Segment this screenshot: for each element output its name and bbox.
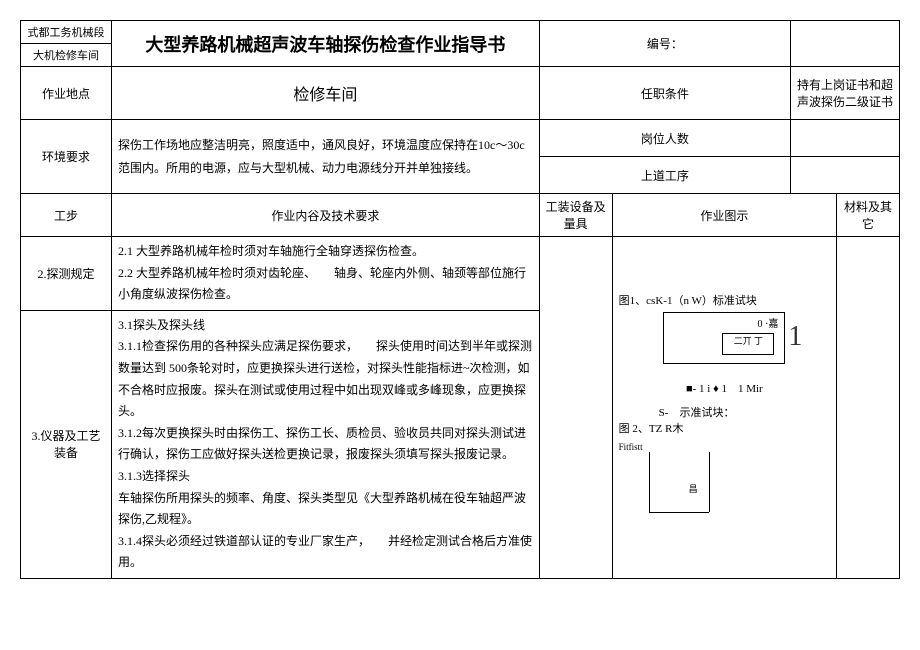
number-value xyxy=(791,21,900,67)
col-diagram: 作业图示 xyxy=(612,194,836,237)
material-cell xyxy=(837,237,900,579)
col-material: 材料及其它 xyxy=(837,194,900,237)
step-2-label: 2.探测规定 xyxy=(21,237,112,311)
header-row: 式都工务机械段 大机检修车间 大型养路机械超声波车轴探伤检查作业指导书 编号： xyxy=(21,21,900,67)
org-top: 式都工务机械段 xyxy=(21,21,111,44)
prev-value xyxy=(791,157,900,194)
doc-title: 大型养路机械超声波车轴探伤检查作业指导书 xyxy=(112,21,540,67)
fig1-box: 0 ·嘉 二丌 丁 1 xyxy=(663,312,785,364)
org-bottom: 大机检修车间 xyxy=(21,44,111,66)
step-3-label: 3.仪器及工艺装备 xyxy=(21,310,112,578)
staff-label: 岗位人数 xyxy=(539,120,790,157)
col-step: 工步 xyxy=(21,194,112,237)
fig2-small: Fitfistt xyxy=(619,442,643,452)
work-instruction-table: 式都工务机械段 大机检修车间 大型养路机械超声波车轴探伤检查作业指导书 编号： … xyxy=(20,20,900,579)
env-label: 环境要求 xyxy=(21,120,112,194)
diagram-cell: 图1、csK-1（n W）标准试块 0 ·嘉 二丌 丁 1 ■- 1 i ♦ 1… xyxy=(612,237,836,579)
fig2-label: 图 2、TZ R木 xyxy=(619,420,830,436)
org-cell: 式都工务机械段 大机检修车间 xyxy=(21,21,112,67)
env-text: 探伤工作场地应整洁明亮，照度适中，通风良好，环境温度应保持在10c～30c范围内… xyxy=(112,120,540,194)
step-2-text: 2.1 大型养路机械年检时须对车轴施行全轴穿透探伤检查。 2.2 大型养路机械年… xyxy=(112,237,540,311)
col-content: 作业内谷及技术要求 xyxy=(112,194,540,237)
fig1-top-text: 0 ·嘉 xyxy=(757,315,778,330)
step-3-text: 3.1探头及探头线 3.1.1检查探伤用的各种探头应满足探伤要求， 探头使用时间… xyxy=(112,310,540,578)
prev-label: 上道工序 xyxy=(539,157,790,194)
fig1-bottom: ■- 1 i ♦ 1 1 Mir xyxy=(619,380,830,396)
tools-cell xyxy=(539,237,612,579)
col-tools: 工装设备及量具 xyxy=(539,194,612,237)
column-header-row: 工步 作业内谷及技术要求 工装设备及量具 作业图示 材料及其它 xyxy=(21,194,900,237)
location-value: 检修车间 xyxy=(112,67,540,120)
fig1-big-number: 1 xyxy=(788,321,802,353)
fig2-line2 xyxy=(709,452,710,512)
fig2-diagram: Fitfistt 昌 xyxy=(619,442,769,522)
location-label: 作业地点 xyxy=(21,67,112,120)
fig2-text: 昌 xyxy=(689,482,698,495)
staff-value xyxy=(791,120,900,157)
number-label: 编号： xyxy=(539,21,790,67)
fig1-inner: 二丌 丁 xyxy=(722,333,774,355)
qual-label: 任职条件 xyxy=(539,67,790,120)
fig2-line1 xyxy=(649,452,650,512)
qual-value: 持有上岗证书和超声波探伤二级证书 xyxy=(791,67,900,120)
env-row-1: 环境要求 探伤工作场地应整洁明亮，照度适中，通风良好，环境温度应保持在10c～3… xyxy=(21,120,900,157)
fig2-hline xyxy=(649,512,709,513)
fig1-label: 图1、csK-1（n W）标准试块 xyxy=(619,292,830,308)
step-2-row: 2.探测规定 2.1 大型养路机械年检时须对车轴施行全轴穿透探伤检查。 2.2 … xyxy=(21,237,900,311)
location-row: 作业地点 检修车间 任职条件 持有上岗证书和超声波探伤二级证书 xyxy=(21,67,900,120)
fig2-s-label: S- 示准试块： xyxy=(619,404,830,420)
